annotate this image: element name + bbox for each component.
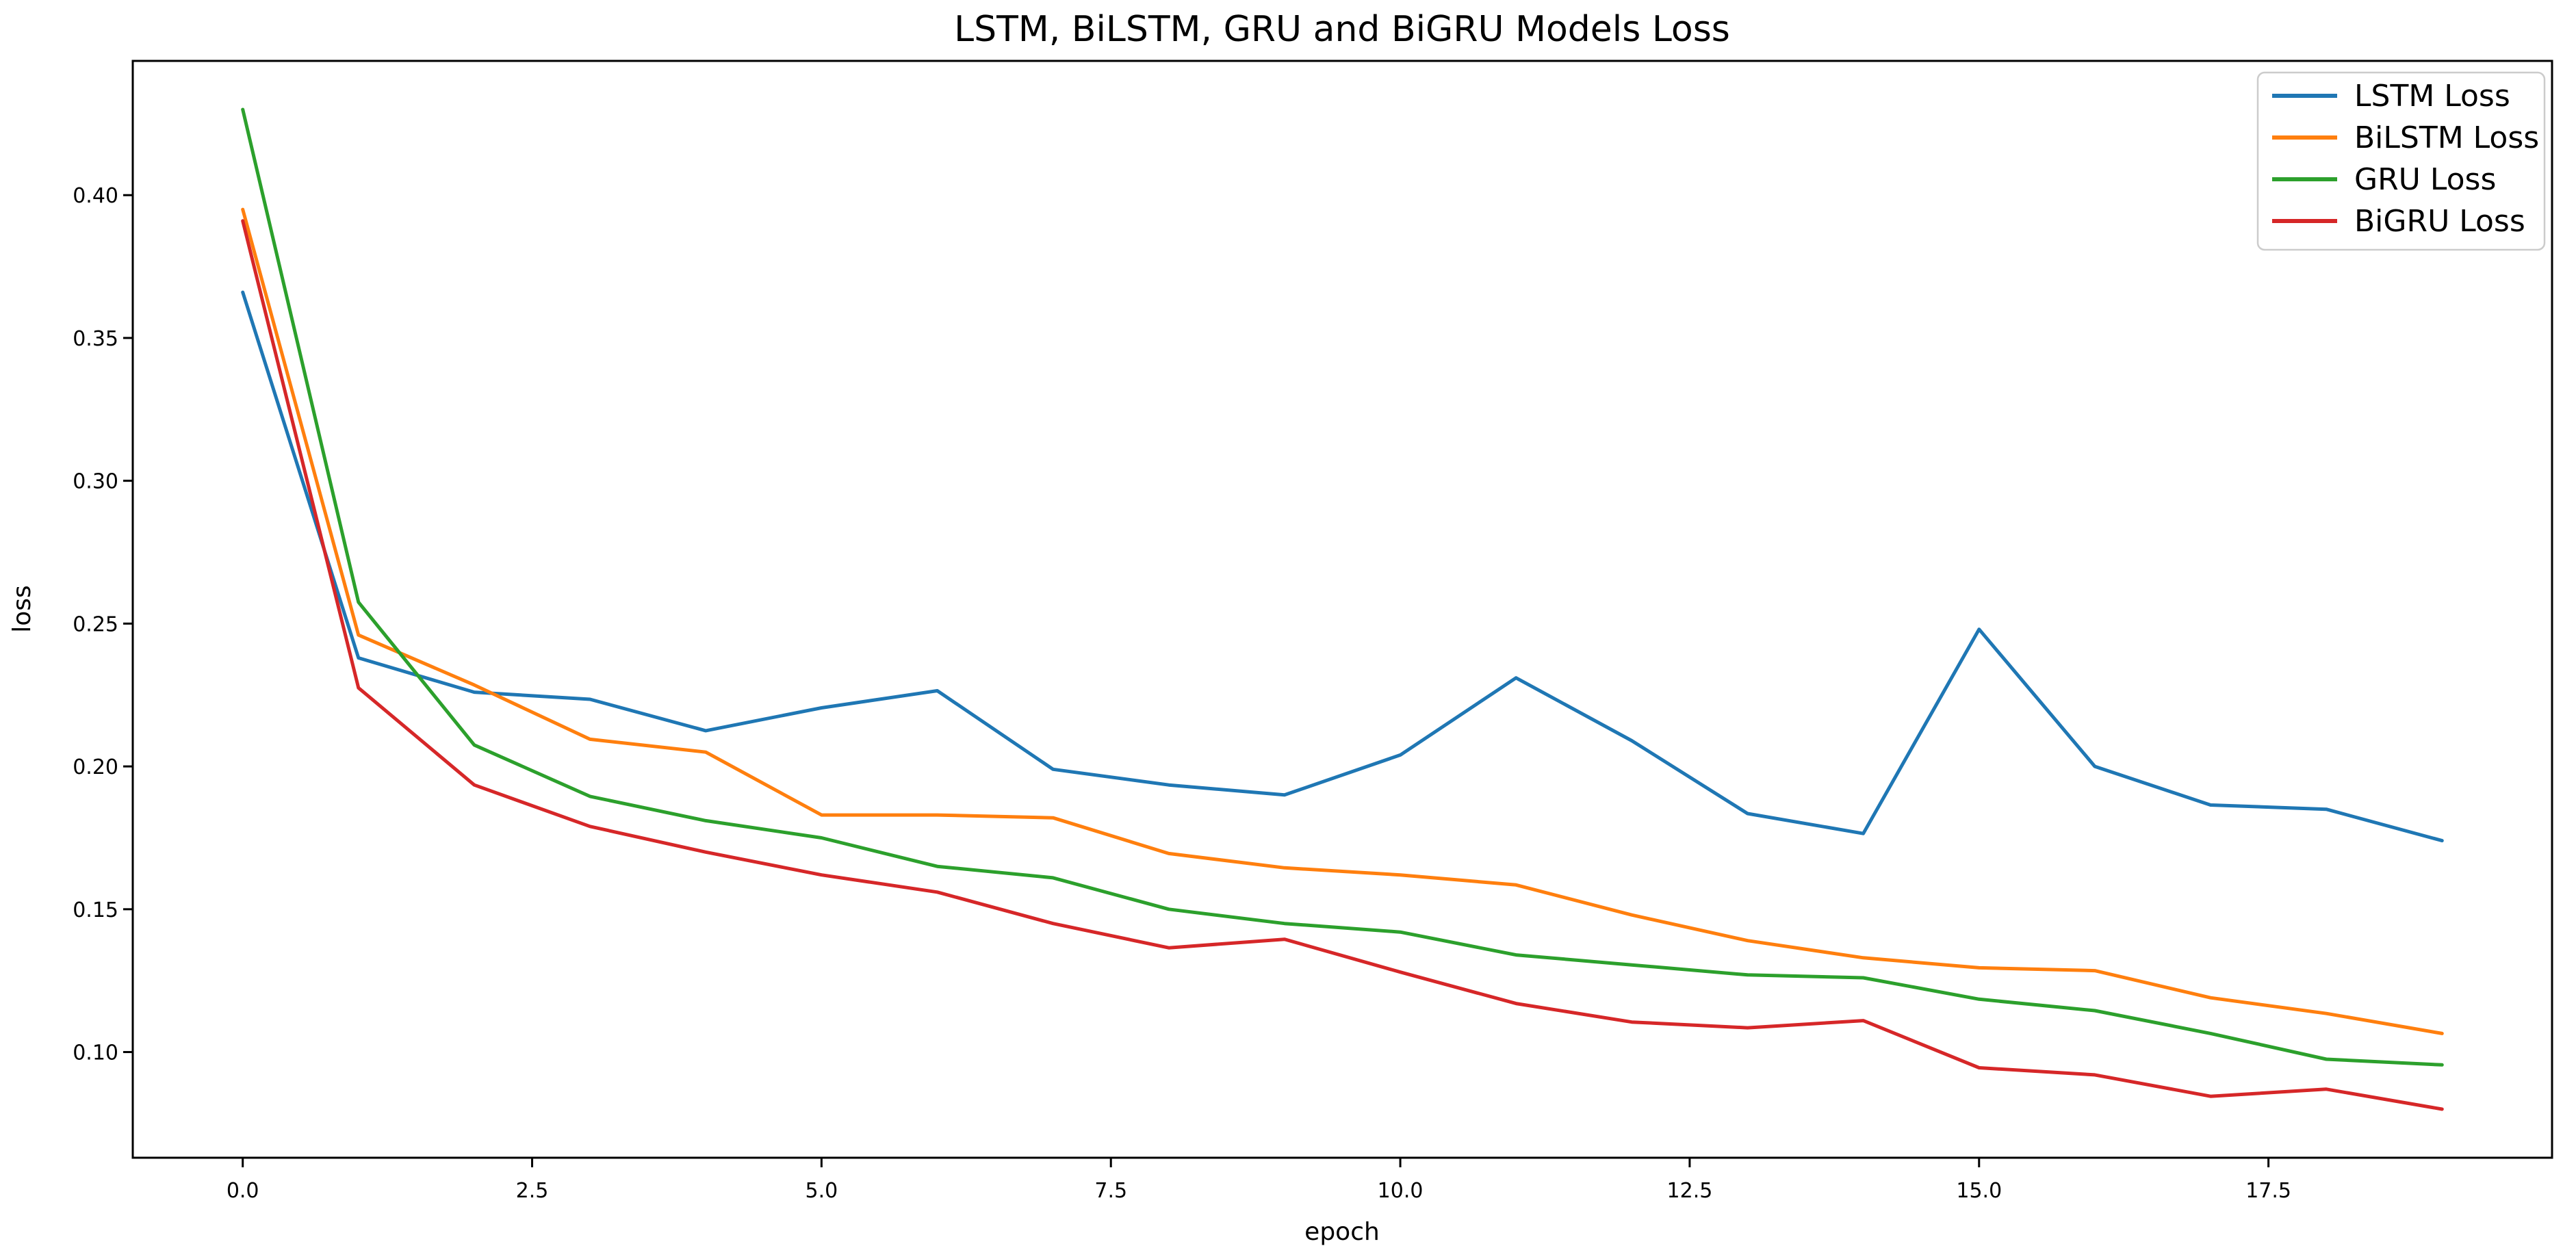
y-tick-label: 0.35 bbox=[73, 327, 118, 351]
x-tick-label: 12.5 bbox=[1667, 1179, 1713, 1203]
y-tick-label: 0.10 bbox=[73, 1041, 118, 1065]
legend-label: LSTM Loss bbox=[2354, 79, 2510, 114]
series-line-gru-loss bbox=[241, 107, 2444, 1067]
y-tick-label: 0.20 bbox=[73, 755, 118, 779]
legend-label: BiGRU Loss bbox=[2354, 204, 2525, 239]
legend-label: BiLSTM Loss bbox=[2354, 120, 2539, 155]
series-line-lstm-loss bbox=[241, 290, 2444, 843]
legend-box bbox=[2256, 71, 2546, 251]
legend-label: GRU Loss bbox=[2354, 162, 2496, 197]
x-tick-label: 5.0 bbox=[806, 1179, 838, 1203]
x-tick-label: 17.5 bbox=[2245, 1179, 2291, 1203]
legend: LSTM Loss BiLSTM Loss GRU Loss BiGRU Loss bbox=[2256, 71, 2546, 251]
y-tick-label: 0.15 bbox=[73, 898, 118, 922]
y-axis-ticks: 0.10 0.15 0.20 0.25 0.30 0.35 0.40 bbox=[73, 184, 133, 1065]
y-tick-label: 0.40 bbox=[73, 184, 118, 208]
x-tick-label: 0.0 bbox=[227, 1179, 259, 1203]
series-line-bilstm-loss bbox=[241, 207, 2444, 1035]
y-axis-label: loss bbox=[8, 585, 36, 633]
chart-title: LSTM, BiLSTM, GRU and BiGRU Models Loss bbox=[954, 9, 1730, 50]
plot-border-spines bbox=[131, 60, 2553, 1159]
series-line-bigru-loss bbox=[241, 219, 2444, 1111]
x-tick-label: 7.5 bbox=[1094, 1179, 1127, 1203]
series-lines bbox=[241, 107, 2444, 1111]
x-axis-label: epoch bbox=[1304, 1218, 1380, 1246]
x-tick-label: 2.5 bbox=[516, 1179, 549, 1203]
x-tick-label: 10.0 bbox=[1378, 1179, 1424, 1203]
x-tick-label: 15.0 bbox=[1956, 1179, 2002, 1203]
y-tick-label: 0.25 bbox=[73, 612, 118, 636]
y-tick-label: 0.30 bbox=[73, 470, 118, 494]
x-axis-ticks: 0.0 2.5 5.0 7.5 10.0 12.5 15.0 17.5 bbox=[227, 1158, 2291, 1203]
